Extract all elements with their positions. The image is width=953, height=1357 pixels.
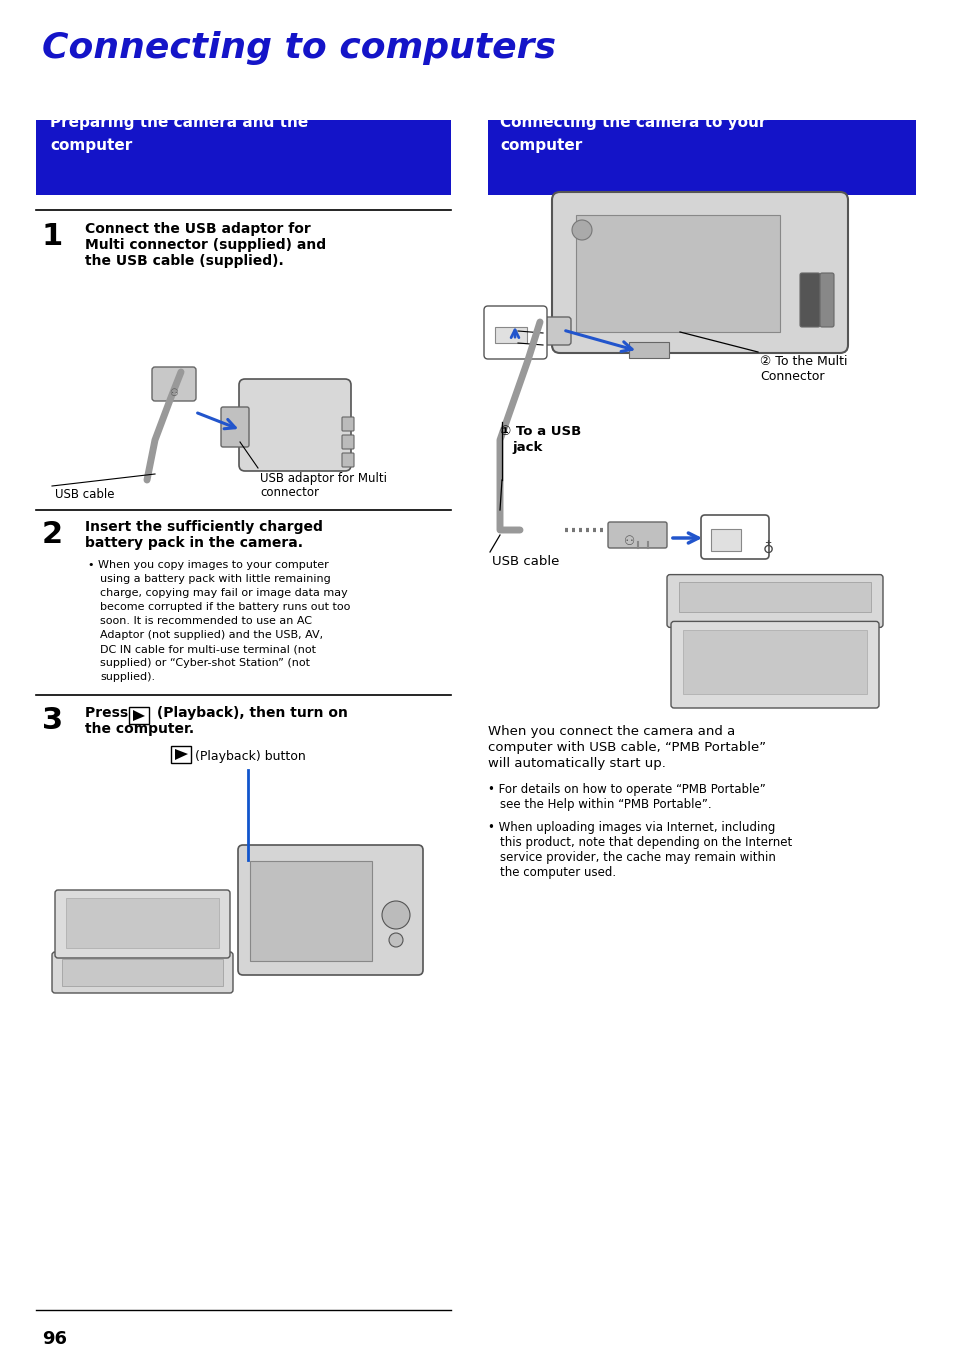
FancyBboxPatch shape [36,119,451,195]
FancyBboxPatch shape [239,379,351,471]
FancyBboxPatch shape [341,436,354,449]
FancyBboxPatch shape [800,273,820,327]
Text: 2: 2 [42,520,63,550]
Text: using a battery pack with little remaining: using a battery pack with little remaini… [100,574,331,584]
FancyBboxPatch shape [670,622,878,708]
Text: supplied).: supplied). [100,672,155,683]
FancyBboxPatch shape [628,342,668,358]
Text: Insert the sufficiently charged: Insert the sufficiently charged [85,520,322,535]
Text: Multi connector (supplied) and: Multi connector (supplied) and [85,237,326,252]
Text: computer: computer [499,138,581,153]
Text: the computer.: the computer. [85,722,193,735]
FancyBboxPatch shape [129,707,149,725]
Polygon shape [174,749,188,760]
Text: DC IN cable for multi-use terminal (not: DC IN cable for multi-use terminal (not [100,645,315,654]
Polygon shape [132,710,145,721]
FancyBboxPatch shape [66,898,219,949]
Text: supplied) or “Cyber-shot Station” (not: supplied) or “Cyber-shot Station” (not [100,658,310,668]
FancyBboxPatch shape [152,366,195,402]
Text: ⚇: ⚇ [170,388,178,398]
Text: (Playback) button: (Playback) button [194,750,305,763]
Text: USB cable: USB cable [55,489,114,501]
Text: • When uploading images via Internet, including: • When uploading images via Internet, in… [488,821,775,835]
Text: USB adaptor for Multi: USB adaptor for Multi [260,472,387,484]
Text: Connecting to computers: Connecting to computers [42,31,556,65]
FancyBboxPatch shape [607,522,666,548]
FancyBboxPatch shape [62,959,223,987]
Text: charge, copying may fail or image data may: charge, copying may fail or image data m… [100,588,348,598]
Text: the USB cable (supplied).: the USB cable (supplied). [85,254,283,267]
Text: When you connect the camera and a: When you connect the camera and a [488,725,735,738]
Text: will automatically start up.: will automatically start up. [488,757,665,769]
Text: service provider, the cache may remain within: service provider, the cache may remain w… [499,851,775,864]
Text: ⚇: ⚇ [623,535,635,548]
FancyBboxPatch shape [710,529,740,551]
Text: become corrupted if the battery runs out too: become corrupted if the battery runs out… [100,603,350,612]
Text: connector: connector [260,486,318,499]
Text: this product, note that depending on the Internet: this product, note that depending on the… [499,836,791,849]
FancyBboxPatch shape [552,191,847,353]
FancyBboxPatch shape [483,305,546,360]
Text: Connect the USB adaptor for: Connect the USB adaptor for [85,223,311,236]
FancyBboxPatch shape [171,746,191,763]
Circle shape [389,934,402,947]
Text: Connector: Connector [760,370,823,383]
FancyBboxPatch shape [250,860,372,961]
Circle shape [572,220,592,240]
Text: • When you copy images to your computer: • When you copy images to your computer [88,560,329,570]
FancyBboxPatch shape [679,582,870,612]
Text: Adaptor (not supplied) and the USB, AV,: Adaptor (not supplied) and the USB, AV, [100,630,323,641]
Text: 3: 3 [42,706,63,735]
Text: (Playback), then turn on: (Playback), then turn on [152,706,348,721]
Text: jack: jack [512,441,542,455]
Text: battery pack in the camera.: battery pack in the camera. [85,536,303,550]
FancyBboxPatch shape [495,327,526,343]
Text: USB cable: USB cable [492,555,558,569]
Text: Preparing the camera and the: Preparing the camera and the [50,115,308,130]
FancyBboxPatch shape [515,318,571,345]
Text: 96: 96 [42,1330,67,1348]
FancyBboxPatch shape [576,214,780,332]
Text: ① To a USB: ① To a USB [499,425,580,438]
Text: Connecting the camera to your: Connecting the camera to your [499,115,765,130]
FancyBboxPatch shape [682,630,866,693]
FancyBboxPatch shape [488,119,915,195]
FancyBboxPatch shape [52,953,233,993]
FancyBboxPatch shape [666,574,882,627]
Text: Press: Press [85,706,132,721]
Text: computer: computer [50,138,132,153]
Text: computer with USB cable, “PMB Portable”: computer with USB cable, “PMB Portable” [488,741,765,754]
FancyBboxPatch shape [237,845,422,974]
Text: 1: 1 [42,223,63,251]
Text: soon. It is recommended to use an AC: soon. It is recommended to use an AC [100,616,312,626]
Text: ② To the Multi: ② To the Multi [760,356,846,368]
FancyBboxPatch shape [55,890,230,958]
FancyBboxPatch shape [820,273,833,327]
FancyBboxPatch shape [221,407,249,446]
FancyBboxPatch shape [700,516,768,559]
FancyBboxPatch shape [341,417,354,432]
Text: ♁: ♁ [761,541,773,556]
Circle shape [381,901,410,930]
Text: the computer used.: the computer used. [499,866,616,879]
FancyBboxPatch shape [341,453,354,467]
Text: see the Help within “PMB Portable”.: see the Help within “PMB Portable”. [499,798,711,811]
Text: • For details on how to operate “PMB Portable”: • For details on how to operate “PMB Por… [488,783,765,797]
